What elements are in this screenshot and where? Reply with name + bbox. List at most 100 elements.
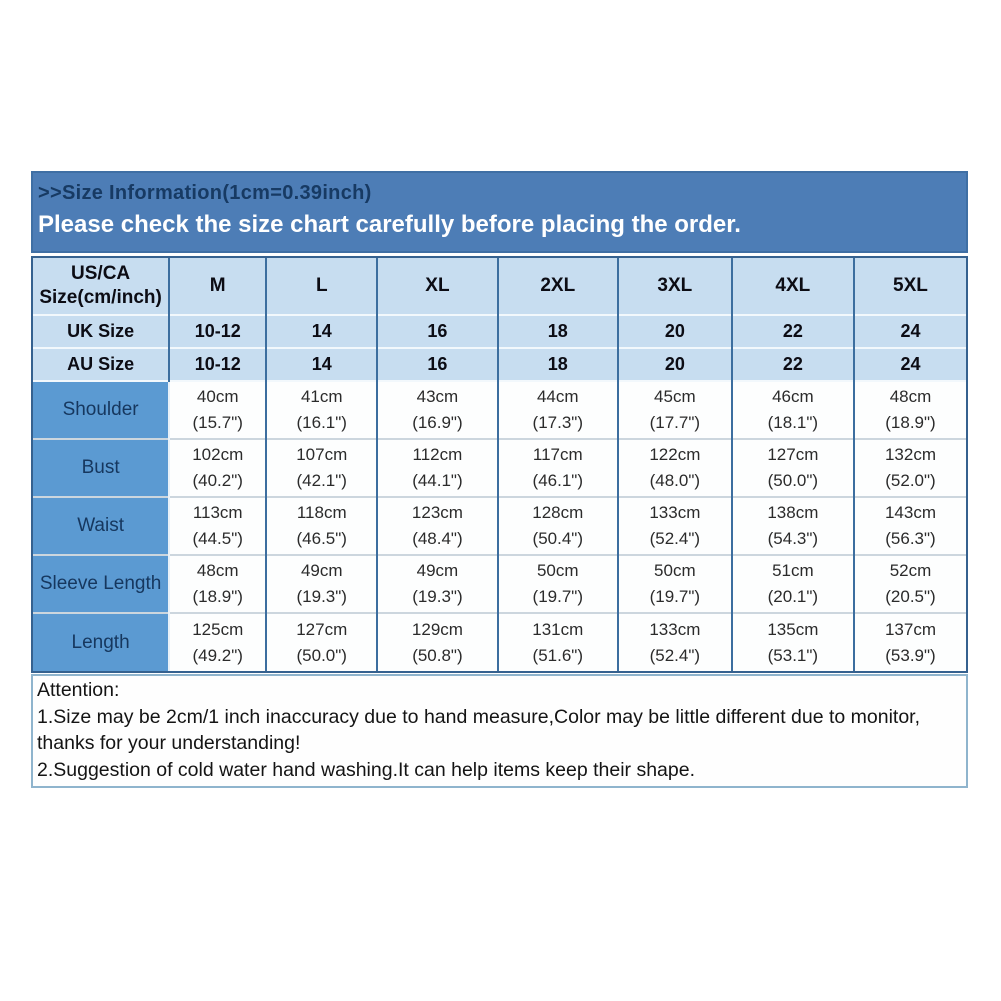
au-size-cell: 20 <box>616 347 732 381</box>
value-inch: (42.1") <box>296 471 347 490</box>
value-inch: (44.5") <box>192 529 243 548</box>
value-inch: (15.7") <box>192 413 243 432</box>
size-column-header: 2XL <box>496 258 618 315</box>
value-inch: (16.9") <box>412 413 463 432</box>
value-inch: (48.0") <box>649 471 701 490</box>
measurement-row: Length 125cm (49.2") 127cm (50.0") 129cm (50.8… <box>33 612 966 671</box>
measurement-cell: 50cm (19.7") <box>496 554 618 613</box>
value-cm: 44cm <box>536 387 579 406</box>
measurement-cell: 43cm (16.9") <box>376 380 498 439</box>
value-cm: 138cm <box>767 503 819 522</box>
value-inch: (50.4") <box>532 529 583 548</box>
value-inch: (40.2") <box>192 471 243 490</box>
value-cm: 40cm <box>196 387 239 406</box>
attention-line: Attention: <box>37 679 120 701</box>
value-cm: 118cm <box>296 503 347 522</box>
uk-size-row: UK Size 10-12 14 16 18 20 22 24 <box>33 314 966 348</box>
measurement-cell: 138cm (54.3") <box>730 496 854 555</box>
uk-size-cell: 24 <box>852 314 966 348</box>
measurement-cell: 129cm (50.8") <box>376 612 498 671</box>
measurement-cell: 143cm (56.3") <box>852 496 966 555</box>
value-cm: 131cm <box>532 619 584 639</box>
measurement-cell: 128cm (50.4") <box>496 496 618 555</box>
measurement-cell: 102cm (40.2") <box>169 438 267 497</box>
value-inch: (18.1") <box>767 413 819 432</box>
measurement-cell: 122cm (48.0") <box>616 438 732 497</box>
measurement-label: Shoulder <box>33 380 171 439</box>
value-cm: 127cm <box>767 445 819 464</box>
au-size-cell: 24 <box>852 347 966 381</box>
value-cm: 48cm <box>196 561 239 580</box>
measurement-cell: 112cm (44.1") <box>376 438 498 497</box>
value-inch: (18.9") <box>192 587 243 606</box>
value-cm: 50cm <box>654 561 696 580</box>
value-inch: (46.1") <box>532 471 583 490</box>
measurement-cell: 137cm (53.9") <box>852 612 966 671</box>
measurement-cell: 127cm (50.0") <box>265 612 378 671</box>
banner-title: >>Size Information(1cm=0.39inch) <box>38 182 372 204</box>
value-cm: 123cm <box>411 503 463 522</box>
measurement-cell: 132cm (52.0") <box>852 438 966 497</box>
value-inch: (50.0") <box>767 471 819 490</box>
value-cm: 143cm <box>884 503 936 522</box>
value-cm: 49cm <box>416 561 459 580</box>
size-information-panel: >>Size Information(1cm=0.39inch) Please … <box>31 171 968 788</box>
value-inch: (52.4") <box>649 529 701 548</box>
measurement-cell: 131cm (51.6") <box>496 612 618 671</box>
measurement-cell: 44cm (17.3") <box>496 380 618 439</box>
value-cm: 52cm <box>889 561 932 580</box>
au-size-label: AU Size <box>33 347 170 381</box>
uk-size-cell: 10-12 <box>168 314 267 348</box>
value-inch: (19.7") <box>649 587 701 606</box>
value-inch: (19.3") <box>296 587 347 606</box>
size-column-header: 3XL <box>616 258 732 315</box>
measurement-cell: 113cm (44.5") <box>169 496 267 555</box>
au-size-cell: 10-12 <box>168 347 267 381</box>
value-inch: (53.9") <box>885 645 936 665</box>
value-inch: (16.1") <box>296 413 347 432</box>
value-inch: (50.0") <box>296 645 347 665</box>
value-cm: 107cm <box>296 445 348 464</box>
value-inch: (17.3") <box>532 413 583 432</box>
value-cm: 51cm <box>772 561 814 580</box>
measurement-cell: 45cm (17.7") <box>616 380 732 439</box>
measurement-label: Waist <box>33 496 171 555</box>
uk-size-cell: 20 <box>616 314 732 348</box>
value-inch: (19.7") <box>532 587 583 606</box>
uk-size-cell: 16 <box>376 314 498 348</box>
value-cm: 43cm <box>416 387 459 406</box>
corner-header-line2: Size(cm/inch) <box>39 287 162 308</box>
measurement-cell: 118cm (46.5") <box>265 496 378 555</box>
corner-header: US/CA Size(cm/inch) <box>33 258 170 315</box>
measurement-label: Bust <box>33 438 171 497</box>
au-size-cell: 16 <box>376 347 498 381</box>
measurement-cell: 48cm (18.9") <box>169 554 267 613</box>
measurement-cell: 40cm (15.7") <box>169 380 267 439</box>
value-cm: 45cm <box>654 387 696 406</box>
value-inch: (48.4") <box>412 529 463 548</box>
measurement-label: Length <box>33 612 171 671</box>
value-cm: 135cm <box>767 619 819 639</box>
value-cm: 113cm <box>192 503 243 522</box>
value-inch: (50.8") <box>412 645 463 665</box>
value-cm: 125cm <box>192 619 244 639</box>
corner-header-line1: US/CA <box>71 263 131 284</box>
measurement-cell: 127cm (50.0") <box>730 438 854 497</box>
measurement-cell: 117cm (46.1") <box>496 438 618 497</box>
attention-line: 2.Suggestion of cold water hand washing.… <box>37 758 695 781</box>
value-cm: 117cm <box>532 445 583 464</box>
value-cm: 112cm <box>412 445 463 464</box>
value-inch: (44.1") <box>412 471 463 490</box>
measurement-cell: 46cm (18.1") <box>730 380 854 439</box>
measurement-cell: 133cm (52.4") <box>616 496 732 555</box>
value-cm: 129cm <box>411 619 463 639</box>
uk-size-label: UK Size <box>33 314 170 348</box>
measurement-cell: 41cm (16.1") <box>265 380 378 439</box>
size-column-header: M <box>168 258 267 315</box>
au-size-row: AU Size 10-12 14 16 18 20 22 24 <box>33 347 966 381</box>
value-inch: (20.1") <box>767 587 819 606</box>
measurement-row: Bust 102cm (40.2") 107cm (42.1") 112cm (44.1")… <box>33 438 966 497</box>
value-cm: 122cm <box>649 445 701 464</box>
value-cm: 128cm <box>532 503 584 522</box>
banner-subtitle: Please check the size chart carefully be… <box>38 211 741 238</box>
